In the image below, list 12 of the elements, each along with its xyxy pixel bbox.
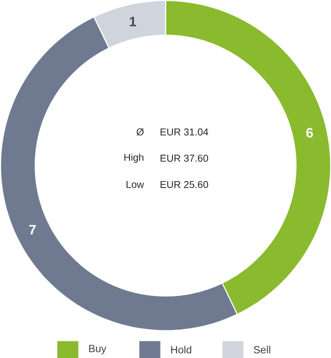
text: Low	[126, 181, 144, 188]
legend-label: Hold	[171, 346, 192, 354]
text: High	[124, 154, 144, 163]
text: EUR 25.60	[160, 180, 208, 188]
legend-label: Buy	[89, 344, 106, 354]
data-label: 7	[29, 225, 36, 234]
data-label: 1	[130, 16, 136, 26]
legend-label: Sell	[254, 346, 270, 354]
text: EUR 31.04	[160, 128, 208, 136]
text: EUR 37.60	[160, 154, 208, 162]
data-label: 6	[306, 128, 313, 138]
text: Ø	[136, 128, 144, 136]
